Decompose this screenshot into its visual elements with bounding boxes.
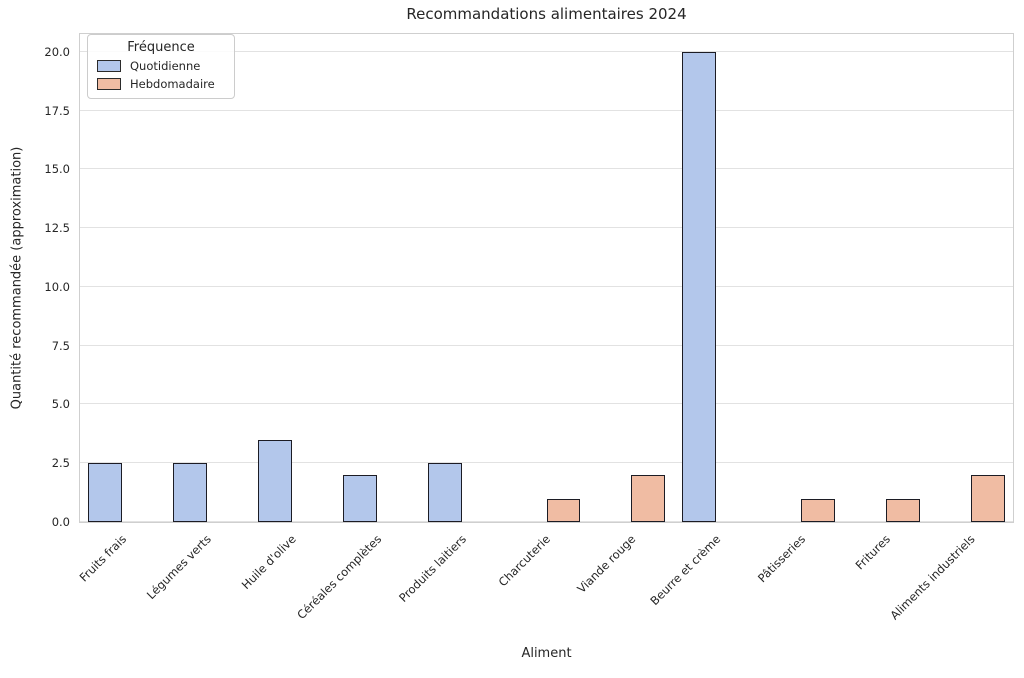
bar-quotidienne-2 xyxy=(173,463,208,522)
legend: Fréquence Quotidienne Hebdomadaire xyxy=(87,34,235,99)
x-tick-label: Aliments industriels xyxy=(887,532,978,623)
y-tick-label: 7.5 xyxy=(51,338,70,353)
x-tick-label: Fritures xyxy=(852,532,893,573)
legend-label: Hebdomadaire xyxy=(130,77,215,91)
bar-quotidienne-8 xyxy=(682,51,717,522)
bar-hebdomadaire-7 xyxy=(631,475,666,522)
legend-entry: Quotidienne xyxy=(97,59,225,73)
x-tick-label: Pâtisseries xyxy=(754,532,808,586)
gridline xyxy=(80,50,1013,52)
x-axis-label: Aliment xyxy=(521,646,572,661)
gridline xyxy=(80,168,1013,170)
legend-entries: Quotidienne Hebdomadaire xyxy=(97,59,225,91)
x-tick-label: Céréales complètes xyxy=(293,532,384,623)
y-tick-label: 12.5 xyxy=(44,221,70,236)
bar-hebdomadaire-10 xyxy=(885,498,920,522)
y-tick-label: 2.5 xyxy=(51,456,70,471)
bar-quotidienne-3 xyxy=(258,439,293,522)
y-tick-label: 15.0 xyxy=(44,162,70,177)
y-tick-label: 5.0 xyxy=(51,397,70,412)
bar-quotidienne-5 xyxy=(427,463,462,522)
bar-hebdomadaire-6 xyxy=(546,498,581,522)
x-tick-label: Légumes verts xyxy=(144,532,215,602)
gridline xyxy=(80,462,1013,464)
legend-swatch-icon xyxy=(97,78,121,90)
legend-label: Quotidienne xyxy=(130,59,201,73)
gridline xyxy=(80,344,1013,346)
gridline xyxy=(80,403,1013,405)
legend-swatch-icon xyxy=(97,60,121,72)
bar-quotidienne-1 xyxy=(88,463,123,522)
x-tick-label: Viande rouge xyxy=(574,532,639,596)
x-tick-label: Fruits frais xyxy=(76,532,130,585)
x-tick-label: Charcuterie xyxy=(496,532,554,590)
y-tick-label: 17.5 xyxy=(44,103,70,118)
gridline xyxy=(80,227,1013,229)
y-axis-label: Quantité recommandée (approximation) xyxy=(9,146,25,410)
plot-area xyxy=(79,33,1014,523)
bar-hebdomadaire-11 xyxy=(970,475,1005,522)
y-tick-label: 20.0 xyxy=(44,44,70,59)
chart-title: Recommandations alimentaires 2024 xyxy=(406,5,687,23)
gridline xyxy=(80,109,1013,111)
x-tick-label: Produits laitiers xyxy=(395,532,469,605)
legend-entry: Hebdomadaire xyxy=(97,77,225,91)
x-tick-label: Beurre et crème xyxy=(647,532,724,608)
gridline xyxy=(80,285,1013,287)
legend-title: Fréquence xyxy=(127,40,195,55)
y-tick-label: 10.0 xyxy=(44,279,70,294)
bar-quotidienne-4 xyxy=(342,475,377,522)
bar-hebdomadaire-9 xyxy=(800,498,835,522)
y-tick-label: 0.0 xyxy=(51,515,70,529)
x-tick-label: Huile d'olive xyxy=(238,532,299,592)
